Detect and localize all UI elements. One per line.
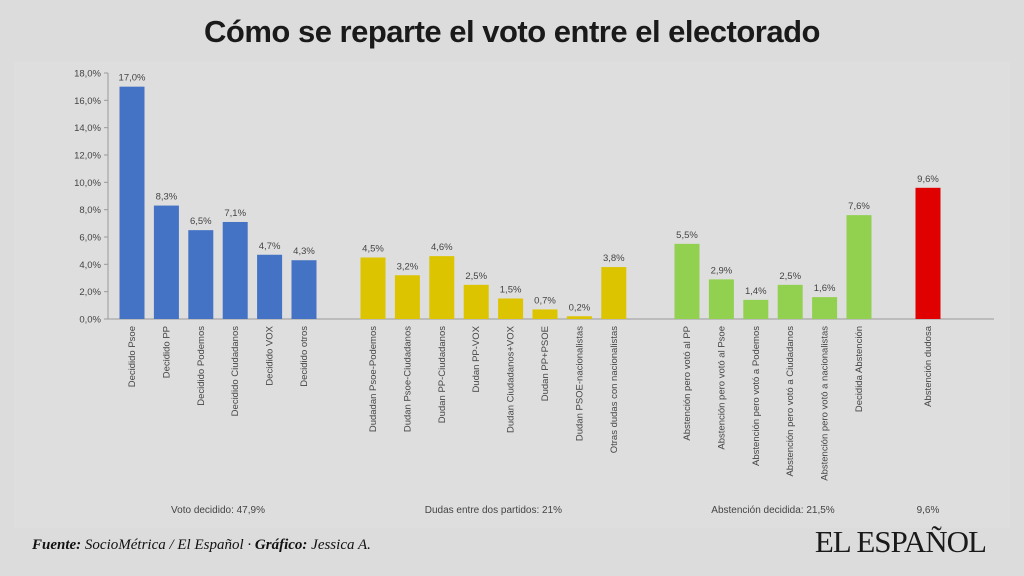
data-label: 1,6%	[814, 283, 836, 294]
category-label: Dudan PSOE-nacionalistas	[574, 326, 585, 441]
data-label: 0,2%	[569, 302, 591, 313]
data-label: 7,1%	[224, 208, 246, 219]
data-label: 3,8%	[603, 253, 625, 264]
data-label: 4,5%	[362, 244, 384, 255]
data-label: 9,6%	[917, 174, 939, 185]
bar	[463, 284, 489, 319]
category-label: Abstención pero votó al Psoe	[716, 326, 727, 450]
y-tick-label: 14,0%	[74, 123, 101, 134]
graphic-text: Jessica A.	[311, 537, 371, 553]
category-label: Dudan Psoe-Ciudadanos	[402, 326, 413, 432]
bar	[708, 279, 734, 319]
data-label: 4,3%	[293, 246, 315, 257]
data-label: 17,0%	[119, 73, 146, 84]
y-tick-label: 0,0%	[79, 315, 101, 326]
el-espanol-logo: EL ESPAÑOL	[814, 524, 987, 559]
bar	[188, 230, 214, 319]
y-tick-label: 2,0%	[79, 287, 101, 298]
category-label: Otras dudas con nacionalistas	[609, 326, 620, 454]
category-label: Decidido Psoe	[127, 326, 138, 387]
category-label: Dudan PP-Ciudadanos	[437, 326, 448, 423]
y-tick-label: 4,0%	[79, 260, 101, 271]
data-label: 1,4%	[745, 286, 767, 297]
category-label: Decidido VOX	[265, 325, 276, 385]
category-label: Dudan Ciudadanos+VOX	[506, 325, 517, 433]
bar	[674, 243, 700, 319]
category-label: Abstención pero votó al PP	[682, 326, 693, 441]
data-label: 3,2%	[397, 261, 419, 272]
data-label: 2,9%	[711, 265, 733, 276]
footer-credits: Fuente: SocioMétrica / El Español · Gráf…	[32, 537, 371, 554]
category-label: Dudan PP+PSOE	[540, 326, 551, 401]
category-label: Abstención pero votó a Podemos	[751, 326, 762, 466]
category-label: Abstención dudosa	[923, 325, 934, 407]
category-label: Decidido Ciudadanos	[230, 326, 241, 417]
y-tick-label: 8,0%	[79, 205, 101, 216]
bar	[222, 221, 248, 319]
bar	[360, 257, 386, 319]
data-label: 2,5%	[779, 271, 801, 282]
data-label: 4,7%	[259, 241, 281, 252]
group-summary-label: Voto decidido: 47,9%	[171, 505, 265, 516]
bar	[119, 86, 145, 320]
y-tick-label: 12,0%	[74, 151, 101, 162]
bar	[153, 205, 179, 319]
category-label: Abstención pero votó a nacionalistas	[820, 326, 831, 481]
graphic-label: Gráfico:	[254, 537, 308, 553]
source-label: Fuente:	[32, 537, 82, 553]
bar-chart: 0,0% 2,0% 4,0% 6,0% 8,0% 10,0% 12,0% 14,0% 16,0%…	[74, 69, 994, 516]
category-label: Decidido PP	[161, 326, 172, 378]
source-text: SocioMétrica / El Español ·	[84, 537, 252, 553]
data-label: 8,3%	[156, 192, 178, 203]
category-label: Abstención pero votó a Ciudadanos	[785, 326, 796, 477]
bar	[291, 260, 317, 319]
y-tick-label: 16,0%	[74, 96, 101, 107]
group-summary-label: 9,6%	[917, 505, 940, 516]
bar	[777, 284, 803, 319]
category-label: Decidido Podemos	[196, 326, 207, 406]
category-label: Decidido otros	[299, 326, 310, 387]
bar	[498, 298, 524, 319]
y-tick-label: 18,0%	[74, 69, 101, 80]
data-label: 1,5%	[500, 285, 522, 296]
group-summary-label: Abstención decidida: 21,5%	[711, 505, 835, 516]
bar	[812, 297, 838, 319]
bar	[846, 215, 872, 319]
bar	[743, 299, 769, 319]
category-label: Dudan PP-VOX	[471, 325, 482, 392]
y-tick-label: 10,0%	[74, 178, 101, 189]
data-label: 5,5%	[676, 230, 698, 241]
group-summary-label: Dudas entre dos partidos: 21%	[425, 505, 562, 516]
data-label: 2,5%	[465, 271, 487, 282]
chart-title: Cómo se reparte el voto entre el elector…	[204, 14, 820, 49]
bar	[601, 267, 627, 319]
chart-panel: 0,0% 2,0% 4,0% 6,0% 8,0% 10,0% 12,0% 14,0% 16,0%…	[14, 62, 1010, 528]
bar	[429, 256, 455, 319]
data-label: 4,6%	[431, 242, 453, 253]
bar	[915, 187, 941, 319]
category-label: Decidida Abstención	[854, 326, 865, 412]
bar	[394, 275, 420, 319]
bar	[257, 254, 283, 319]
y-tick-label: 6,0%	[79, 233, 101, 244]
data-label: 0,7%	[534, 295, 556, 306]
data-label: 6,5%	[190, 216, 212, 227]
category-label: Dudadan Psoe-Podemos	[368, 326, 379, 432]
bar	[532, 309, 558, 319]
data-label: 7,6%	[848, 201, 870, 212]
bar	[566, 316, 592, 319]
